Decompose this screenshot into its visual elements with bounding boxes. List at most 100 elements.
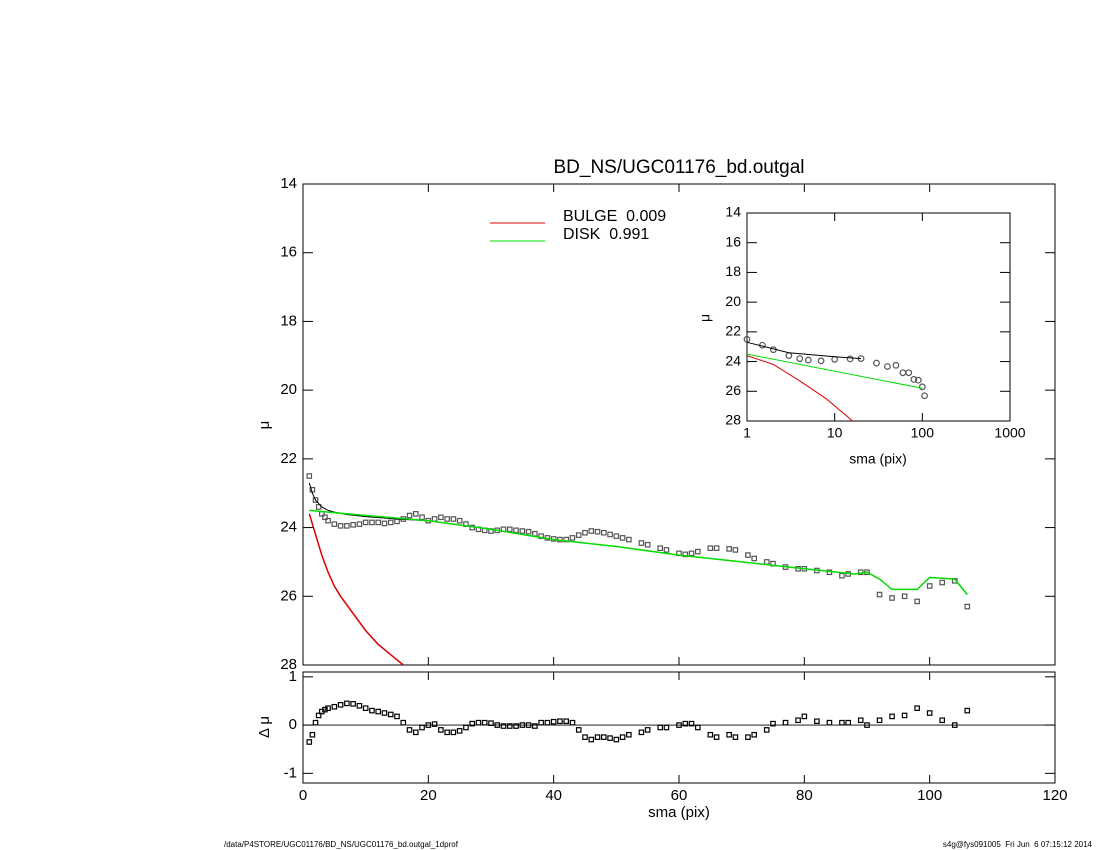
data-point bbox=[638, 729, 645, 736]
plot-frame bbox=[302, 183, 1056, 666]
data-point bbox=[315, 712, 322, 719]
data-point bbox=[892, 361, 900, 369]
data-point bbox=[444, 516, 450, 522]
data-point bbox=[951, 722, 958, 728]
data-point bbox=[513, 527, 519, 534]
data-point bbox=[926, 583, 933, 589]
y-tick-label: -1 bbox=[284, 764, 297, 781]
data-point bbox=[356, 521, 363, 527]
data-point bbox=[926, 710, 933, 716]
data-point bbox=[500, 723, 507, 729]
data-point bbox=[682, 720, 689, 727]
data-point bbox=[588, 736, 595, 743]
data-point bbox=[406, 727, 413, 733]
data-point bbox=[846, 355, 854, 363]
chart-title: BD_NS/UGC01176_bd.outgal bbox=[553, 157, 804, 178]
footer-right: s4g@fys091005 Fri Jun 6 07:15:12 2014 bbox=[943, 840, 1093, 849]
data-point bbox=[381, 520, 388, 527]
y-tick-label: 0 bbox=[289, 716, 297, 733]
model-line bbox=[308, 513, 404, 666]
model-line bbox=[746, 353, 923, 389]
data-point bbox=[413, 511, 419, 517]
data-point bbox=[322, 706, 328, 713]
data-point bbox=[312, 497, 319, 503]
data-point bbox=[594, 734, 601, 740]
data-point bbox=[419, 514, 425, 521]
y-tick-label: 22 bbox=[725, 323, 741, 339]
data-point bbox=[901, 712, 908, 719]
data-point bbox=[839, 719, 845, 726]
data-point bbox=[657, 545, 664, 551]
data-point bbox=[337, 702, 344, 708]
data-point bbox=[910, 376, 918, 383]
data-point bbox=[905, 369, 913, 377]
data-point bbox=[889, 595, 895, 601]
data-point bbox=[663, 547, 670, 553]
data-point bbox=[801, 713, 808, 720]
data-point bbox=[713, 545, 720, 551]
model-line bbox=[746, 355, 853, 422]
x-tick-label: 120 bbox=[1042, 787, 1067, 804]
data-point bbox=[964, 707, 971, 714]
data-point bbox=[375, 519, 382, 526]
y-tick-label: 28 bbox=[725, 412, 741, 428]
data-point bbox=[575, 532, 582, 538]
data-point bbox=[456, 728, 463, 734]
data-point bbox=[400, 719, 407, 726]
data-point bbox=[676, 722, 682, 728]
data-point bbox=[494, 722, 501, 728]
data-point bbox=[804, 356, 812, 364]
data-point bbox=[519, 528, 526, 534]
x-tick-label: 100 bbox=[917, 787, 942, 804]
data-point bbox=[525, 528, 532, 535]
data-point bbox=[914, 598, 920, 605]
data-point bbox=[532, 530, 538, 537]
data-point bbox=[588, 528, 595, 534]
data-point bbox=[544, 719, 551, 726]
y-tick-label: 18 bbox=[725, 263, 741, 279]
data-point bbox=[745, 552, 751, 558]
y-tick-label: 24 bbox=[725, 352, 741, 368]
data-point bbox=[964, 603, 971, 610]
plot-frame bbox=[746, 212, 1011, 422]
data-point bbox=[331, 521, 338, 527]
y-tick-label: 28 bbox=[280, 656, 297, 673]
y-tick-label: 1 bbox=[289, 668, 297, 685]
data-point bbox=[394, 713, 400, 720]
data-point bbox=[413, 729, 419, 736]
data-point bbox=[889, 713, 895, 720]
data-point bbox=[743, 335, 751, 343]
data-point bbox=[344, 700, 350, 707]
data-point bbox=[381, 710, 388, 716]
model-line bbox=[308, 482, 429, 522]
data-point bbox=[901, 593, 908, 600]
data-point bbox=[745, 734, 751, 740]
data-point bbox=[600, 529, 607, 536]
data-point bbox=[663, 724, 670, 731]
data-point bbox=[873, 359, 880, 367]
y-tick-label: 16 bbox=[280, 244, 297, 261]
y-tick-label: 26 bbox=[725, 382, 741, 398]
y-tick-label: 14 bbox=[725, 204, 741, 220]
data-point bbox=[525, 722, 532, 728]
data-point bbox=[939, 579, 946, 586]
x-tick-label: 20 bbox=[420, 787, 437, 804]
data-point bbox=[914, 705, 920, 711]
data-point bbox=[638, 540, 645, 546]
data-point bbox=[613, 736, 620, 743]
data-point bbox=[751, 555, 758, 562]
data-point bbox=[751, 731, 758, 738]
data-point bbox=[469, 720, 476, 727]
data-point bbox=[306, 473, 313, 479]
data-point bbox=[918, 383, 926, 391]
data-point bbox=[921, 392, 928, 400]
data-point bbox=[322, 514, 328, 521]
y-tick-label: 16 bbox=[725, 233, 741, 249]
y-tick-label: 24 bbox=[280, 519, 297, 536]
data-point bbox=[563, 536, 570, 543]
data-point bbox=[475, 719, 482, 726]
data-point bbox=[450, 516, 457, 522]
data-point bbox=[519, 722, 526, 728]
data-point bbox=[538, 719, 544, 726]
x-axis-label: sma (pix) bbox=[648, 804, 710, 821]
